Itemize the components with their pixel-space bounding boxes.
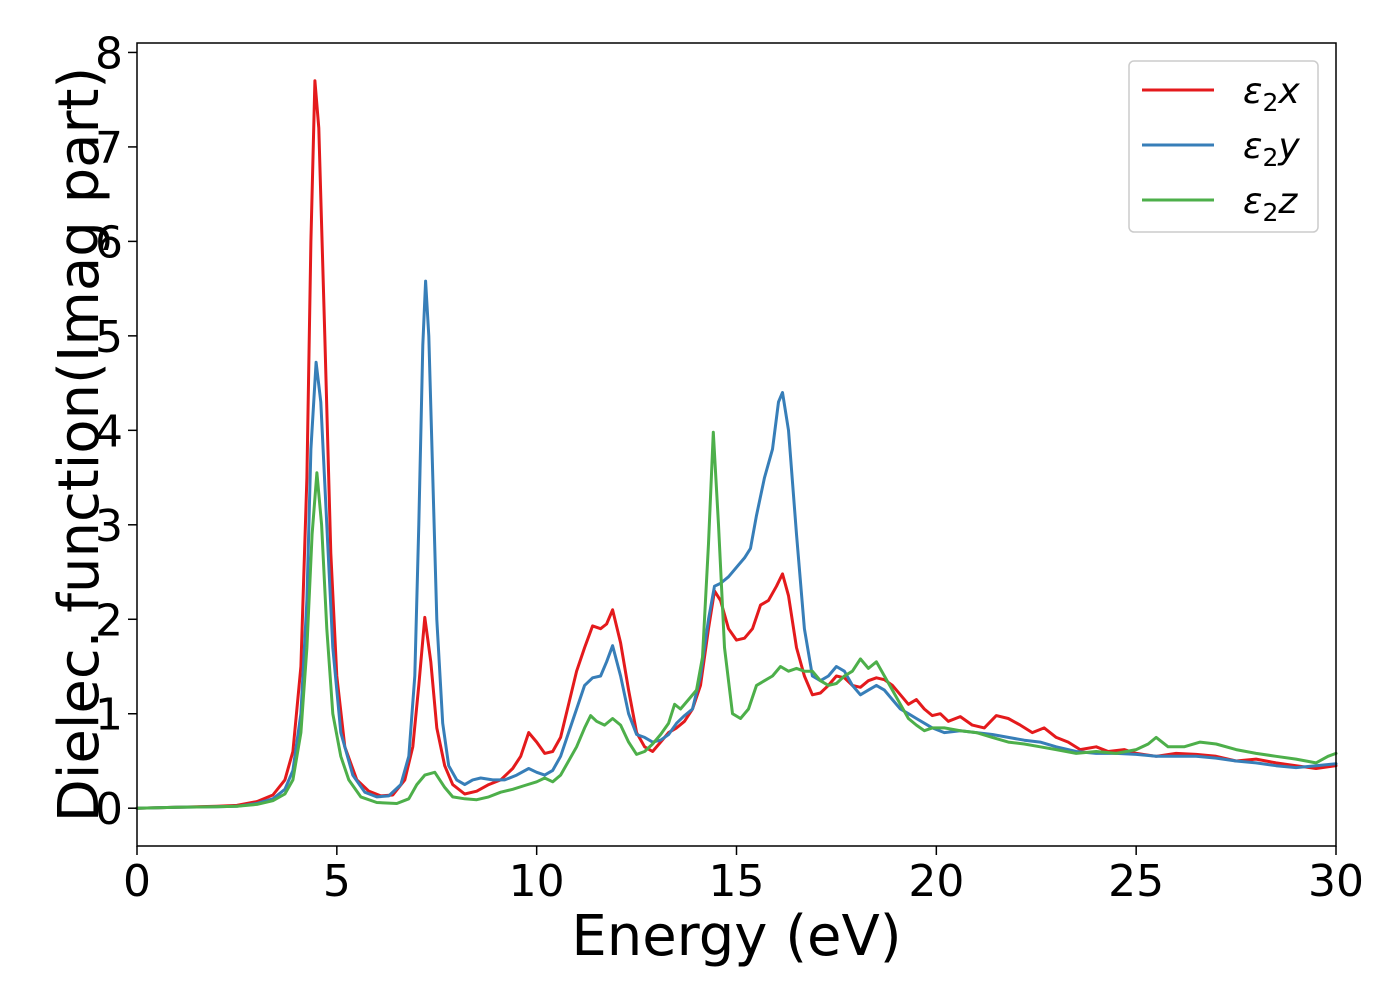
y-tick-label: 8 [95,28,123,79]
legend-label-y: ε2y [1243,126,1300,172]
y-axis: 0 1 2 3 4 5 6 7 8 [95,28,137,835]
legend-label-x: ε2x [1243,71,1300,117]
x-tick-label: 5 [323,856,351,907]
y-tick-label: 4 [95,406,123,457]
series-line-y [135,279,1338,810]
series-line-z [135,430,1338,810]
y-tick-label: 3 [95,501,123,552]
y-tick-label: 6 [95,217,123,268]
y-axis-label: Dielec. function(Imag part) [47,67,112,823]
x-tick-label: 20 [908,856,964,907]
x-tick-label: 10 [509,856,565,907]
x-tick-label: 0 [123,856,151,907]
y-tick-label: 2 [95,595,123,646]
x-tick-label: 15 [709,856,765,907]
y-tick-label: 0 [95,784,123,835]
y-tick-label: 5 [95,312,123,363]
legend-label-z: ε2z [1243,181,1298,227]
x-tick-label: 30 [1308,856,1364,907]
series-layer [135,79,1338,810]
y-tick-label: 7 [95,123,123,174]
x-axis: 0 5 10 15 20 25 30 [123,846,1364,907]
y-tick-label: 1 [95,690,123,741]
legend: ε2x ε2y ε2z [1128,60,1319,233]
legend-box [1128,60,1319,233]
x-axis-label: Energy (eV) [571,904,901,969]
x-tick-label: 25 [1108,856,1164,907]
